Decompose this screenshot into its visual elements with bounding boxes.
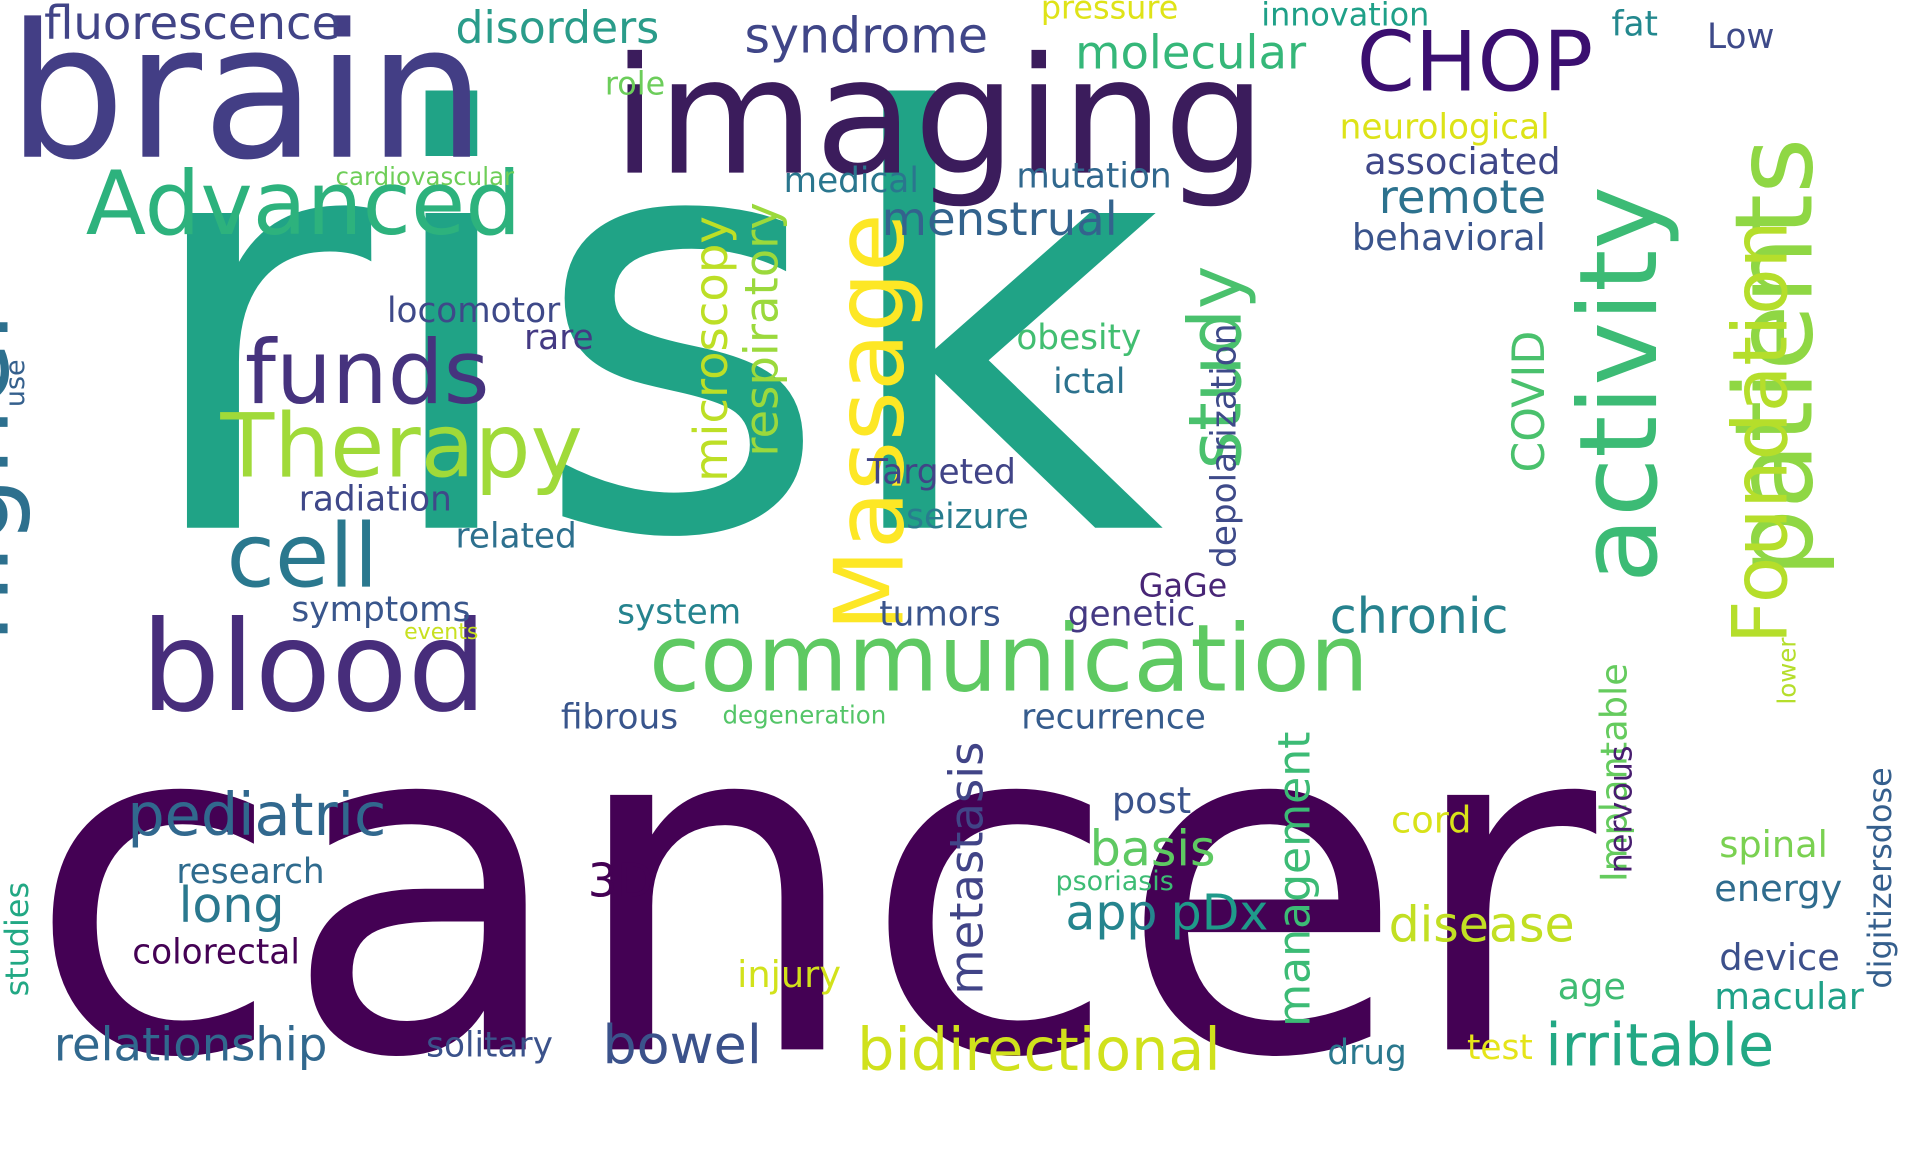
- word-nervous: nervous: [1603, 745, 1640, 874]
- word-digitizersdose: digitizersdose: [1862, 767, 1900, 989]
- word-macular: macular: [1714, 975, 1864, 1019]
- word-research: research: [176, 851, 325, 892]
- word-basis: basis: [1089, 821, 1216, 878]
- word-psoriasis: psoriasis: [1055, 866, 1174, 898]
- word-colorectal: colorectal: [132, 931, 300, 973]
- word-gage: GaGe: [1138, 568, 1228, 605]
- word-degeneration: degeneration: [722, 700, 887, 730]
- word-respiratory: respiratory: [734, 202, 789, 457]
- word-symptoms: symptoms: [291, 588, 471, 630]
- word-chronic: chronic: [1329, 588, 1509, 646]
- word-pdx: pDx: [1170, 885, 1269, 942]
- word-behavioral: behavioral: [1351, 216, 1546, 260]
- word-management: management: [1270, 731, 1321, 1027]
- word-blood: blood: [140, 595, 487, 741]
- word-covid: COVID: [1504, 330, 1556, 473]
- word-disorders: disorders: [455, 3, 660, 54]
- word-use: use: [0, 359, 32, 408]
- word-system: system: [617, 591, 742, 632]
- word-cell: cell: [226, 504, 379, 608]
- word-fluorescence: fluorescence: [44, 0, 341, 51]
- word-app: app: [1065, 885, 1158, 942]
- word-device: device: [1719, 936, 1840, 980]
- word-rare: rare: [524, 317, 594, 358]
- word-spinal: spinal: [1719, 824, 1828, 867]
- word-seizure: seizure: [906, 495, 1029, 537]
- word-cloud: risk cancer brain imaging higher patient…: [0, 0, 1900, 1121]
- word-test: test: [1466, 1027, 1533, 1068]
- word-foundation: Foundation: [1715, 220, 1805, 645]
- word-solitary: solitary: [426, 1024, 553, 1066]
- word-communication: communication: [648, 603, 1369, 713]
- word-menstrual: menstrual: [881, 192, 1118, 247]
- word-long: long: [178, 877, 285, 935]
- word-activity: activity: [1555, 185, 1682, 584]
- word-massage: Massage: [815, 213, 926, 632]
- word-cardiovascular: cardiovascular: [335, 161, 515, 192]
- word-drug: drug: [1327, 1032, 1407, 1073]
- word-targeted: Targeted: [866, 451, 1016, 493]
- word-pressure: pressure: [1040, 0, 1179, 27]
- word-studies: studies: [0, 881, 37, 997]
- word-events: events: [404, 619, 479, 646]
- word-tumors: tumors: [879, 593, 1001, 635]
- word-age: age: [1557, 966, 1627, 1009]
- word-irritable: irritable: [1545, 1011, 1775, 1081]
- word-mutation: mutation: [1016, 155, 1172, 196]
- word-energy: energy: [1714, 868, 1843, 912]
- word-related: related: [455, 515, 577, 556]
- word-disease: disease: [1388, 897, 1575, 954]
- word-syndrome: syndrome: [744, 8, 989, 65]
- word-lower: lower: [1772, 637, 1802, 705]
- word-fat: fat: [1611, 3, 1658, 45]
- word-medical: medical: [783, 160, 919, 201]
- word-neurological: neurological: [1339, 106, 1550, 147]
- word-bidirectional: bidirectional: [857, 1016, 1221, 1085]
- word-recurrence: recurrence: [1021, 696, 1206, 738]
- word-ictal: ictal: [1053, 361, 1126, 402]
- word-3d: 3D: [587, 853, 654, 908]
- word-role: role: [604, 66, 666, 103]
- word-obesity: obesity: [1016, 317, 1142, 358]
- word-injury: injury: [737, 953, 841, 997]
- word-cord: cord: [1391, 799, 1472, 843]
- word-microscopy: microscopy: [683, 216, 738, 482]
- word-advanced: Advanced: [85, 151, 522, 255]
- word-low: Low: [1706, 15, 1775, 57]
- word-remote: remote: [1378, 170, 1547, 225]
- word-locomotor: locomotor: [386, 290, 561, 331]
- word-fibrous: fibrous: [560, 696, 679, 738]
- word-genetic: genetic: [1067, 593, 1196, 635]
- word-innovation: innovation: [1261, 0, 1430, 35]
- word-radiation: radiation: [298, 478, 452, 520]
- word-post: post: [1111, 780, 1192, 823]
- word-molecular: molecular: [1075, 25, 1307, 80]
- word-therapy: Therapy: [220, 394, 583, 498]
- word-funds: funds: [244, 320, 490, 424]
- word-higher: higher: [0, 297, 34, 643]
- word-relationship: relationship: [53, 1017, 328, 1072]
- word-pediatric: pediatric: [127, 781, 387, 850]
- word-imaging: imaging: [612, 23, 1267, 212]
- word-depolarization: depolarization: [1203, 323, 1244, 568]
- word-brain: brain: [7, 0, 486, 201]
- word-chop: CHOP: [1356, 14, 1594, 112]
- word-risk: risk: [134, 0, 1165, 664]
- word-metastasis: metastasis: [939, 741, 994, 995]
- word-cancer: cancer: [26, 617, 1597, 1160]
- word-associated: associated: [1364, 140, 1561, 184]
- word-bowel: bowel: [602, 1013, 762, 1077]
